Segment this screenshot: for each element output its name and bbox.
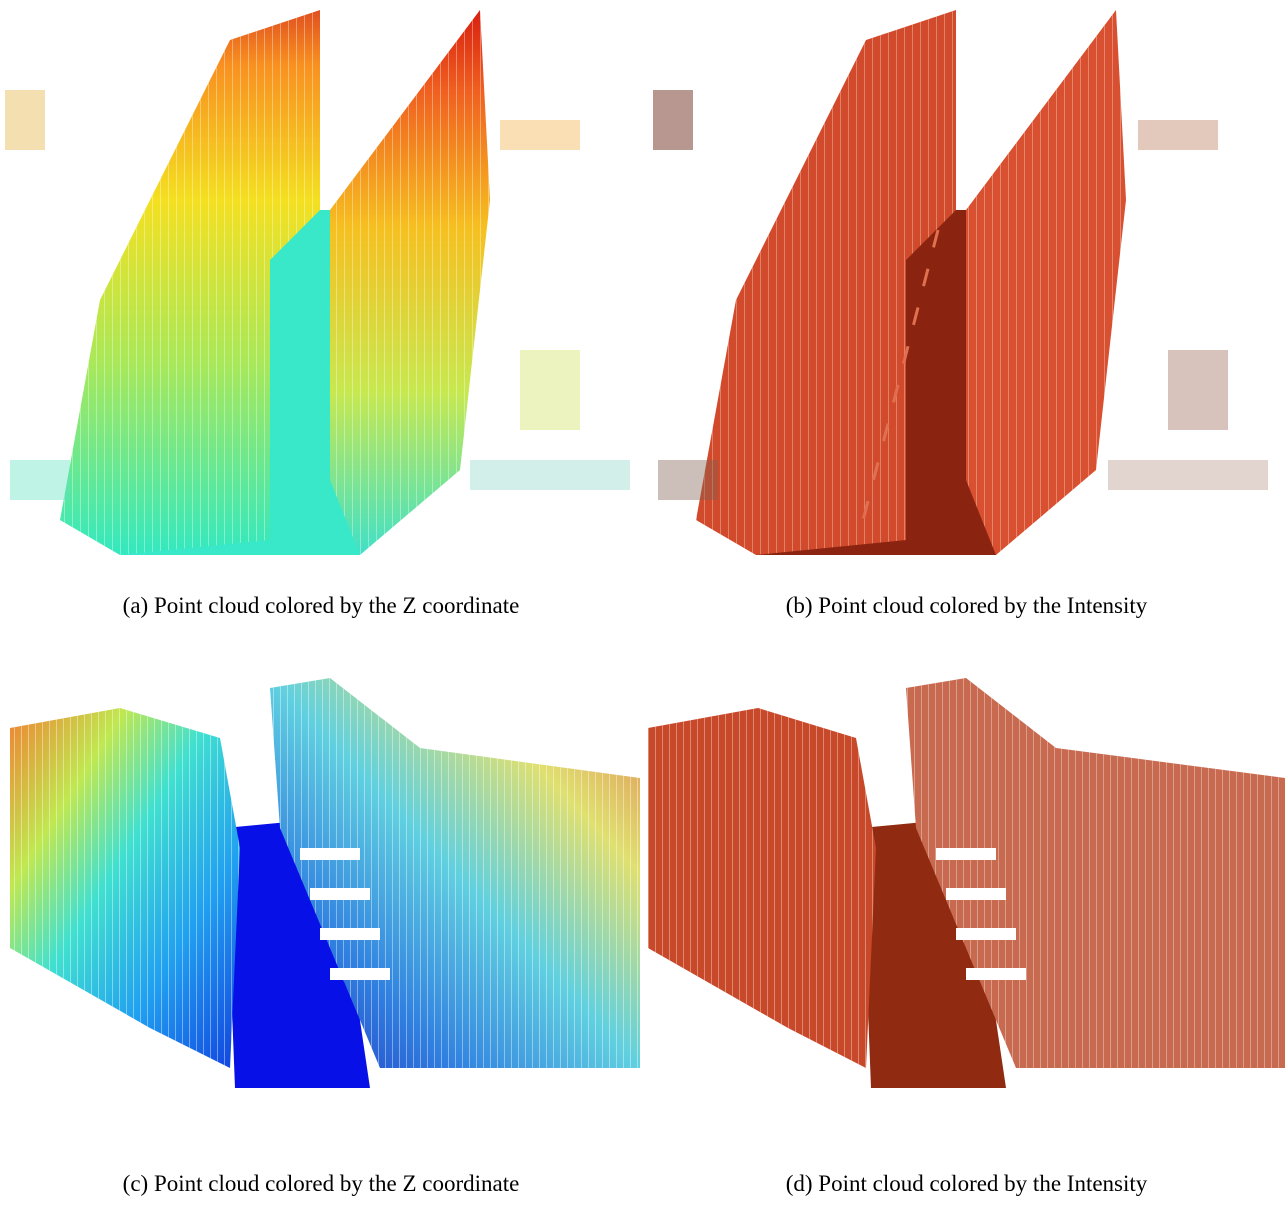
caption-c: (c) Point cloud colored by the Z coordin… <box>0 1171 642 1197</box>
caption-b-text: Point cloud colored by the Intensity <box>818 593 1148 618</box>
caption-a-text: Point cloud colored by the Z coordinate <box>153 593 520 618</box>
caption-d-label: (d) <box>785 1171 813 1196</box>
caption-a-label: (a) <box>122 593 149 618</box>
caption-b-label: (b) <box>785 593 813 618</box>
panel-d-image <box>648 648 1285 1108</box>
panel-a-image <box>0 0 642 570</box>
caption-a: (a) Point cloud colored by the Z coordin… <box>0 593 642 619</box>
caption-c-text: Point cloud colored by the Z coordinate <box>153 1171 520 1196</box>
caption-d-text: Point cloud colored by the Intensity <box>818 1171 1148 1196</box>
panel-c-image <box>0 648 642 1108</box>
caption-b: (b) Point cloud colored by the Intensity <box>648 593 1285 619</box>
caption-c-label: (c) <box>122 1171 149 1196</box>
panel-b-image <box>648 0 1285 570</box>
caption-d: (d) Point cloud colored by the Intensity <box>648 1171 1285 1197</box>
